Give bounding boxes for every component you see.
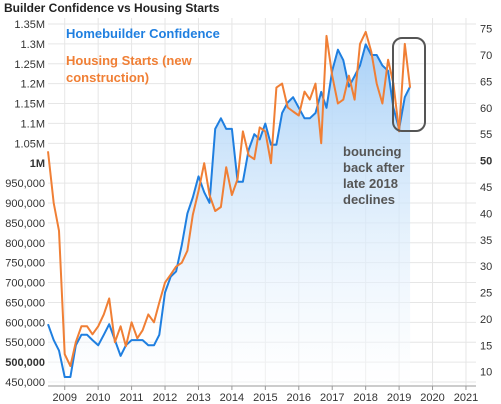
- y-right-tick-label: 40: [480, 208, 492, 220]
- y-left-tick-label: 1.25M: [14, 59, 45, 71]
- y-left-tick-label: 900,000: [5, 198, 45, 210]
- y-left-tick-label: 1.05M: [14, 138, 45, 150]
- y-left-tick-label: 1.1M: [21, 118, 45, 130]
- y-left-tick-label: 950,000: [5, 178, 45, 190]
- y-left-tick-label: 750,000: [5, 258, 45, 270]
- y-right-tick-label: 55: [480, 129, 492, 141]
- y-right-tick-label: 65: [480, 76, 492, 88]
- axes: 1.35M 1.3M 1.25M 1.2M 1.15M 1.1M 1.05M 1M 950,00…: [5, 19, 492, 404]
- y-right-tick-label: 75: [480, 24, 492, 36]
- y-left-tick-label: 1.15M: [14, 99, 45, 111]
- legend-homebuilder-confidence: Homebuilder Confidence: [66, 26, 220, 41]
- x-tick-label: 2013: [186, 392, 210, 404]
- x-tick-label: 2009: [52, 392, 76, 404]
- y-right-tick-label: 25: [480, 288, 492, 300]
- y-right-tick-label: 20: [480, 314, 492, 326]
- y-right-tick-label: 15: [480, 340, 492, 352]
- y-left-tick-label: 1.2M: [21, 79, 45, 91]
- x-tick-label: 2019: [387, 392, 411, 404]
- y-right-tick-label: 45: [480, 182, 492, 194]
- x-tick-label: 2018: [353, 392, 377, 404]
- y-left-tick-label: 800,000: [5, 238, 45, 250]
- y-right-tick-label: 35: [480, 235, 492, 247]
- y-right-tick-label: 30: [480, 261, 492, 273]
- y-right-tick-label: 60: [480, 103, 492, 115]
- y-left-tick-label: 1M: [30, 158, 45, 170]
- x-tick-label: 2010: [86, 392, 110, 404]
- y-left-tick-label: 500,000: [5, 357, 45, 369]
- x-tick-label: 2015: [253, 392, 277, 404]
- y-right-tick-label: 70: [480, 50, 492, 62]
- y-left-tick-label: 600,000: [5, 317, 45, 329]
- x-tick-label: 2021: [454, 392, 478, 404]
- annotation-text: bouncing back after late 2018 declines: [343, 144, 404, 207]
- x-tick-label: 2012: [153, 392, 177, 404]
- y-right-tick-label: 10: [480, 367, 492, 379]
- y-left-tick-label: 550,000: [5, 337, 45, 349]
- series-lines: [47, 30, 412, 378]
- y-right-tick-label: 50: [480, 156, 492, 168]
- y-left-tick-label: 1.3M: [21, 39, 45, 51]
- y-left-tick-label: 450,000: [5, 377, 45, 389]
- x-tick-label: 2016: [287, 392, 311, 404]
- annotation-box: [392, 37, 426, 132]
- y-left-tick-label: 1.35M: [14, 19, 45, 31]
- series-line-homebuilder-confidence: [47, 43, 411, 378]
- legend: Homebuilder Confidence Housing Starts (ne…: [66, 26, 220, 85]
- x-tick-label: 2011: [120, 392, 144, 404]
- y-left-tick-label: 850,000: [5, 218, 45, 230]
- x-tick-label: 2020: [420, 392, 444, 404]
- x-tick-label: 2017: [320, 392, 344, 404]
- series-line-housing-starts: [47, 30, 412, 368]
- y-left-tick-label: 650,000: [5, 297, 45, 309]
- annotation: bouncing back after late 2018 declines: [343, 37, 426, 207]
- legend-housing-starts: Housing Starts (new construction): [66, 53, 193, 85]
- x-tick-label: 2014: [220, 392, 244, 404]
- y-left-tick-label: 700,000: [5, 278, 45, 290]
- chart-title: Builder Confidence vs Housing Starts: [4, 1, 220, 15]
